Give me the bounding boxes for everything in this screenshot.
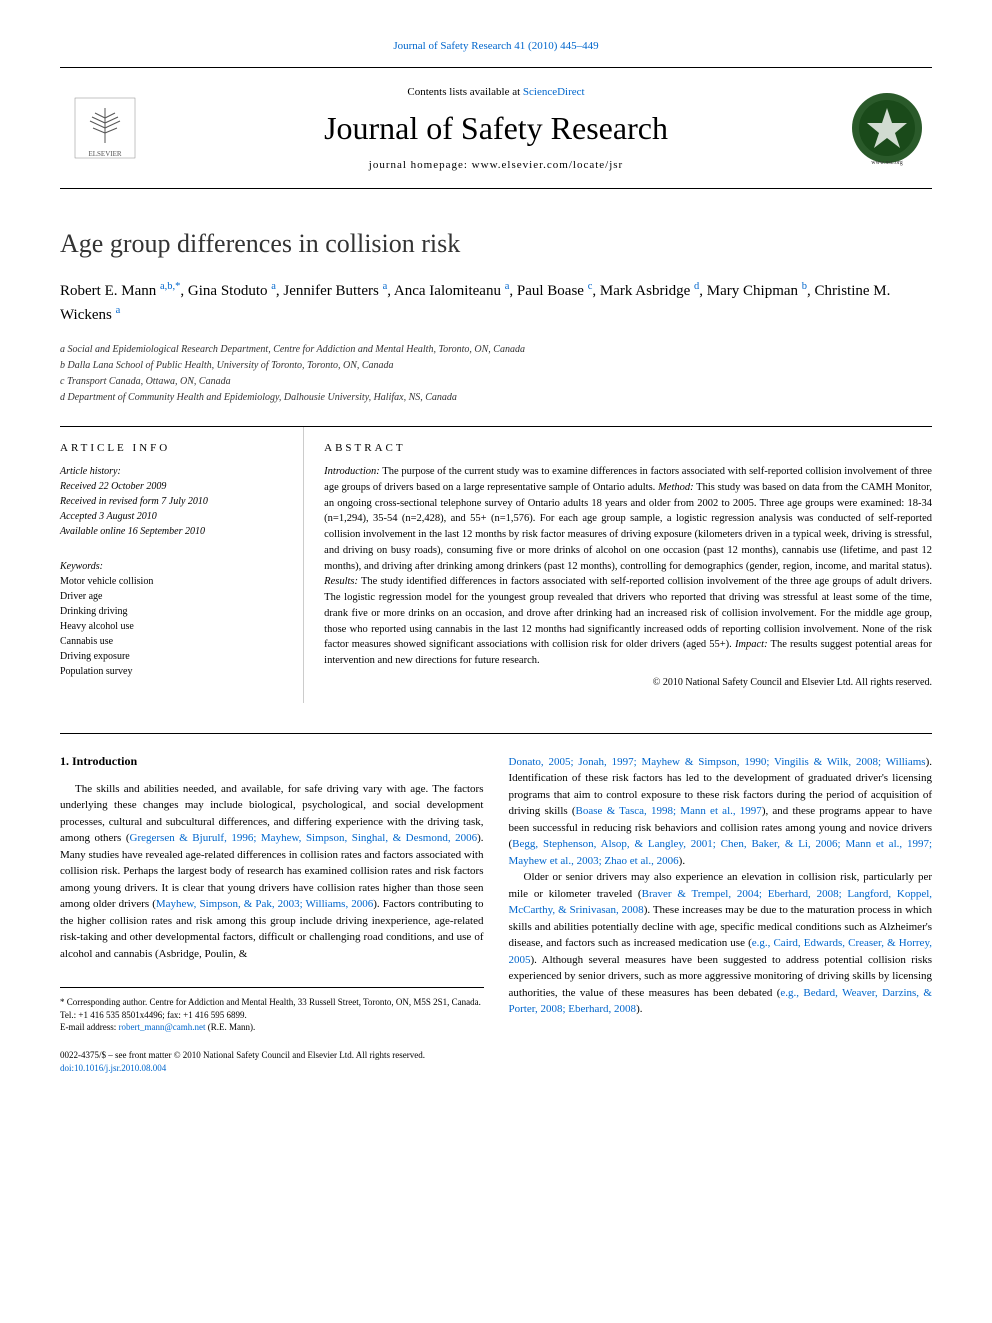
keyword-item: Drinking driving	[60, 604, 288, 619]
journal-homepage: journal homepage: www.elsevier.com/locat…	[150, 159, 842, 171]
column-left: 1. Introduction The skills and abilities…	[60, 754, 484, 1034]
keyword-item: Population survey	[60, 664, 288, 679]
article-meta: ARTICLE INFO Article history: Received 2…	[60, 426, 932, 703]
journal-name: Journal of Safety Research	[150, 110, 842, 147]
body-para-3: Older or senior drivers may also experie…	[509, 869, 933, 1018]
article-history: Article history: Received 22 October 200…	[60, 464, 288, 539]
citation-link[interactable]: Begg, Stephenson, Alsop, & Langley, 2001…	[509, 838, 933, 867]
citation-link[interactable]: e.g., Caird, Edwards, Creaser, & Horrey,…	[509, 937, 932, 966]
authors-list: Robert E. Mann a,b,*, Gina Stoduto a, Je…	[60, 279, 932, 327]
history-line: Accepted 3 August 2010	[60, 509, 288, 524]
keywords-label: Keywords:	[60, 559, 288, 574]
issn-line: 0022-4375/$ – see front matter © 2010 Na…	[60, 1049, 932, 1062]
intro-section-title: 1. Introduction	[60, 754, 484, 769]
email-suffix: (R.E. Mann).	[206, 1022, 256, 1032]
affiliation-line: d Department of Community Health and Epi…	[60, 390, 932, 406]
doi-line: doi:10.1016/j.jsr.2010.08.004	[60, 1062, 932, 1075]
affiliation-line: b Dalla Lana School of Public Health, Un…	[60, 358, 932, 374]
article-info-header: ARTICLE INFO	[60, 442, 288, 454]
history-line: Received in revised form 7 July 2010	[60, 494, 288, 509]
doi-link[interactable]: doi:10.1016/j.jsr.2010.08.004	[60, 1063, 166, 1073]
abstract-copyright: © 2010 National Safety Council and Elsev…	[324, 677, 932, 688]
citation-header: Journal of Safety Research 41 (2010) 445…	[60, 40, 932, 52]
svg-text:www.nsc.org: www.nsc.org	[871, 160, 903, 166]
keywords: Keywords: Motor vehicle collisionDriver …	[60, 559, 288, 679]
abstract-column: ABSTRACT Introduction: The purpose of th…	[304, 427, 932, 703]
citation-link[interactable]: Journal of Safety Research 41 (2010) 445…	[393, 40, 598, 52]
article-title: Age group differences in collision risk	[60, 229, 932, 259]
corresponding-text: * Corresponding author. Centre for Addic…	[60, 997, 481, 1020]
citation-link[interactable]: e.g., Bedard, Weaver, Darzins, & Porter,…	[509, 987, 933, 1016]
journal-banner: ELSEVIER Contents lists available at Sci…	[60, 67, 932, 189]
keyword-item: Cannabis use	[60, 634, 288, 649]
sciencedirect-text: Contents lists available at	[407, 86, 522, 98]
email-label: E-mail address:	[60, 1022, 118, 1032]
keyword-item: Motor vehicle collision	[60, 574, 288, 589]
main-content: 1. Introduction The skills and abilities…	[60, 754, 932, 1034]
page-footer: 0022-4375/$ – see front matter © 2010 Na…	[60, 1049, 932, 1074]
citation-link[interactable]: Boase & Tasca, 1998; Mann et al., 1997	[576, 805, 762, 817]
footer-divider: * Corresponding author. Centre for Addic…	[60, 987, 484, 1034]
article-info-column: ARTICLE INFO Article history: Received 2…	[60, 427, 304, 703]
sciencedirect-line: Contents lists available at ScienceDirec…	[150, 86, 842, 98]
abstract-text: Introduction: The purpose of the current…	[324, 464, 932, 669]
elsevier-tree-icon: ELSEVIER	[70, 93, 140, 163]
keyword-item: Driving exposure	[60, 649, 288, 664]
journal-center: Contents lists available at ScienceDirec…	[150, 86, 842, 171]
sciencedirect-link[interactable]: ScienceDirect	[523, 86, 585, 98]
nsc-logo-icon: www.nsc.org	[847, 88, 927, 168]
affiliation-line: c Transport Canada, Ottawa, ON, Canada	[60, 374, 932, 390]
citation-link[interactable]: Mayhew, Simpson, & Pak, 2003; Williams, …	[156, 898, 373, 910]
email-link[interactable]: robert_mann@camh.net	[118, 1022, 205, 1032]
body-para-1: The skills and abilities needed, and ava…	[60, 781, 484, 963]
affiliation-line: a Social and Epidemiological Research De…	[60, 342, 932, 358]
history-line: Received 22 October 2009	[60, 479, 288, 494]
history-label: Article history:	[60, 464, 288, 479]
citation-link[interactable]: Braver & Trempel, 2004; Eberhard, 2008; …	[509, 888, 933, 917]
keyword-item: Heavy alcohol use	[60, 619, 288, 634]
column-right: Donato, 2005; Jonah, 1997; Mayhew & Simp…	[509, 754, 933, 1034]
affiliations: a Social and Epidemiological Research De…	[60, 342, 932, 406]
citation-link[interactable]: Donato, 2005; Jonah, 1997; Mayhew & Simp…	[509, 756, 926, 768]
citation-link[interactable]: Gregersen & Bjurulf, 1996; Mayhew, Simps…	[130, 832, 478, 844]
corresponding-author: * Corresponding author. Centre for Addic…	[60, 996, 484, 1034]
abstract-header: ABSTRACT	[324, 442, 932, 454]
svg-text:ELSEVIER: ELSEVIER	[88, 150, 121, 158]
elsevier-logo: ELSEVIER	[60, 83, 150, 173]
nsc-logo: www.nsc.org	[842, 83, 932, 173]
body-para-2: Donato, 2005; Jonah, 1997; Mayhew & Simp…	[509, 754, 933, 870]
keyword-item: Driver age	[60, 589, 288, 604]
history-line: Available online 16 September 2010	[60, 524, 288, 539]
